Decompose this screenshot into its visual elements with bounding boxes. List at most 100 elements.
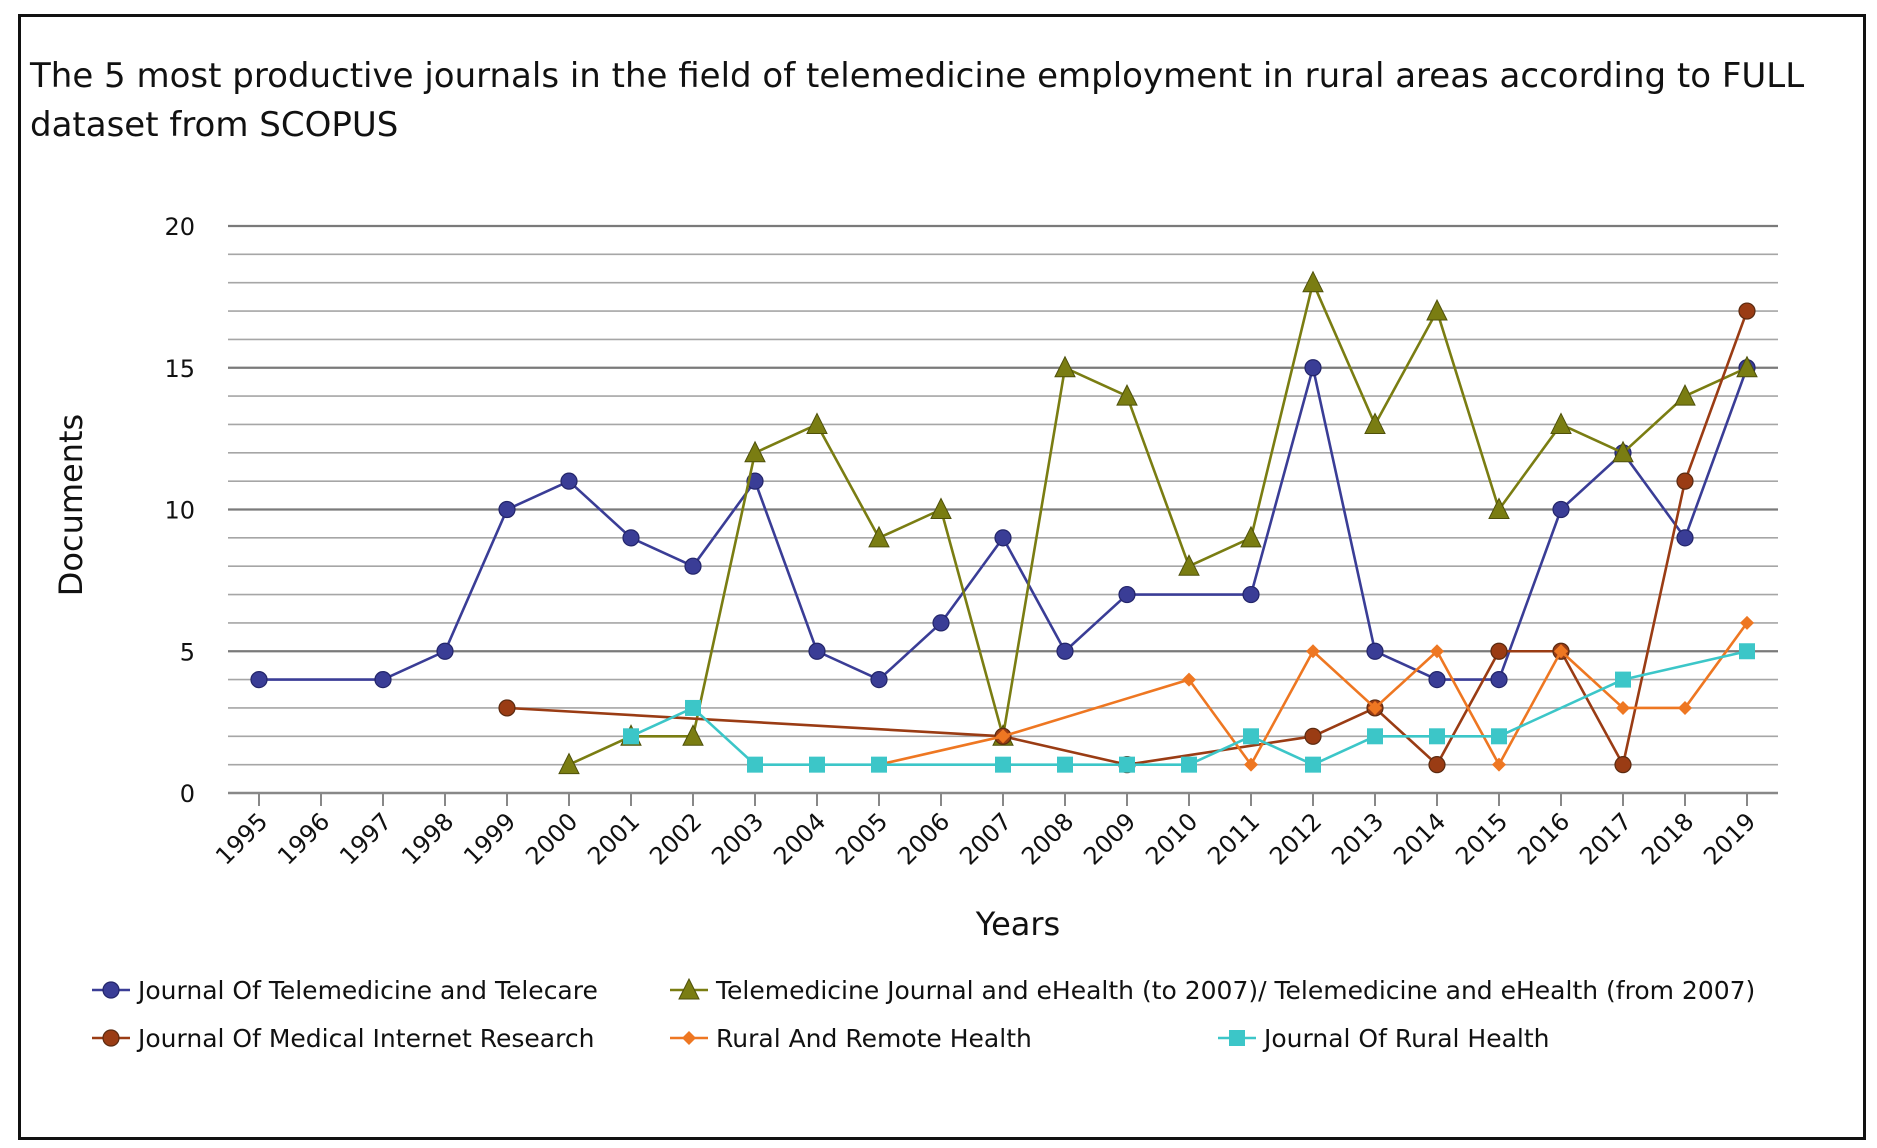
data-point (1057, 756, 1073, 773)
data-point (1490, 642, 1508, 660)
legend-entry: Journal Of Telemedicine and Telecare (92, 976, 598, 1005)
data-point (1492, 757, 1506, 772)
x-tick-label: 2012 (1264, 807, 1327, 870)
data-point (1612, 440, 1634, 463)
legend-marker (1229, 1030, 1245, 1046)
x-tick-label: 2015 (1450, 807, 1513, 870)
data-point (1428, 670, 1446, 689)
data-point (868, 525, 890, 548)
data-point (1426, 298, 1448, 321)
x-tick-label: 2014 (1388, 807, 1451, 870)
x-tick-label: 2005 (830, 807, 893, 870)
y-tick-label: 5 (180, 638, 195, 666)
x-tick-label: 2013 (1326, 807, 1389, 870)
data-point (436, 642, 454, 660)
data-point (1678, 700, 1692, 715)
data-point (744, 440, 766, 463)
x-tick-label: 2016 (1512, 807, 1575, 870)
series-line (878, 622, 1749, 766)
legend-marker (102, 981, 120, 999)
data-point (250, 670, 268, 689)
series-line (630, 649, 1748, 766)
data-point (1490, 670, 1508, 689)
data-point (682, 724, 704, 746)
data-point (747, 756, 763, 773)
data-point (1614, 756, 1632, 774)
x-tick-label: 2009 (1078, 807, 1141, 870)
legend-label: Journal Of Medical Internet Research (136, 1024, 594, 1053)
data-point (1118, 585, 1136, 604)
data-point (1178, 554, 1200, 576)
data-point (809, 756, 825, 773)
data-point (1182, 672, 1196, 687)
x-tick-label: 2018 (1636, 807, 1699, 870)
data-point (1243, 728, 1259, 745)
data-point (560, 472, 578, 490)
legend-label: Rural And Remote Health (716, 1024, 1032, 1053)
x-tick-label: 2019 (1698, 807, 1761, 870)
legend-label: Journal Of Telemedicine and Telecare (136, 976, 598, 1005)
data-point (1240, 525, 1262, 548)
y-tick-label: 15 (164, 355, 195, 383)
data-point (932, 614, 950, 632)
x-tick-label: 2010 (1140, 807, 1203, 870)
data-point (1552, 500, 1570, 519)
data-point (558, 752, 580, 775)
data-point (996, 729, 1010, 744)
legend-entry: Journal Of Medical Internet Research (92, 1024, 594, 1053)
data-point (1430, 644, 1444, 659)
data-point (930, 497, 952, 519)
data-point (1304, 359, 1322, 377)
x-axis-title: Years (975, 905, 1060, 943)
data-point (685, 699, 701, 716)
data-point (1491, 728, 1507, 745)
y-tick-label: 10 (164, 497, 195, 525)
x-tick-label: 1996 (272, 807, 335, 870)
data-point (808, 642, 826, 660)
x-tick-label: 2000 (520, 807, 583, 870)
y-axis-title: Documents (52, 414, 90, 596)
x-tick-label: 2011 (1202, 807, 1265, 870)
data-point (870, 670, 888, 689)
data-point (1304, 727, 1322, 745)
data-point (994, 529, 1012, 547)
data-point (622, 529, 640, 547)
x-tick-label: 1997 (334, 807, 397, 870)
data-point (1242, 585, 1260, 604)
legend-entry: Journal Of Rural Health (1218, 1024, 1550, 1053)
data-point (1306, 644, 1320, 659)
series-line (259, 366, 1749, 681)
chart-frame (18, 14, 1866, 1140)
y-tick-label: 20 (164, 213, 195, 241)
x-tick-label: 2006 (892, 807, 955, 870)
data-point (1429, 728, 1445, 745)
x-tick-label: 2003 (706, 807, 769, 870)
data-point (498, 500, 516, 519)
legend-entry: Rural And Remote Health (670, 1024, 1032, 1053)
series-2 (558, 270, 1758, 775)
data-point (1116, 383, 1138, 406)
x-tick-label: 2007 (954, 807, 1017, 870)
data-point (1554, 644, 1568, 659)
grid-lines (228, 224, 1778, 766)
data-point (1488, 497, 1510, 519)
data-point (1674, 383, 1696, 406)
data-point (1302, 270, 1324, 293)
series-4 (872, 615, 1754, 772)
data-point (1676, 529, 1694, 547)
data-point (1181, 756, 1197, 773)
data-point (1056, 642, 1074, 660)
data-point (995, 756, 1011, 773)
data-point (1428, 756, 1446, 774)
series-1 (250, 359, 1756, 689)
data-point (1616, 700, 1630, 715)
series-5 (623, 643, 1755, 773)
legend-marker (682, 1031, 696, 1045)
data-point (1739, 643, 1755, 660)
data-point (871, 756, 887, 773)
data-point (623, 728, 639, 745)
legend-label: Journal Of Rural Health (1262, 1024, 1550, 1053)
data-point (1615, 671, 1631, 688)
legend-label: Telemedicine Journal and eHealth (to 200… (715, 976, 1755, 1005)
